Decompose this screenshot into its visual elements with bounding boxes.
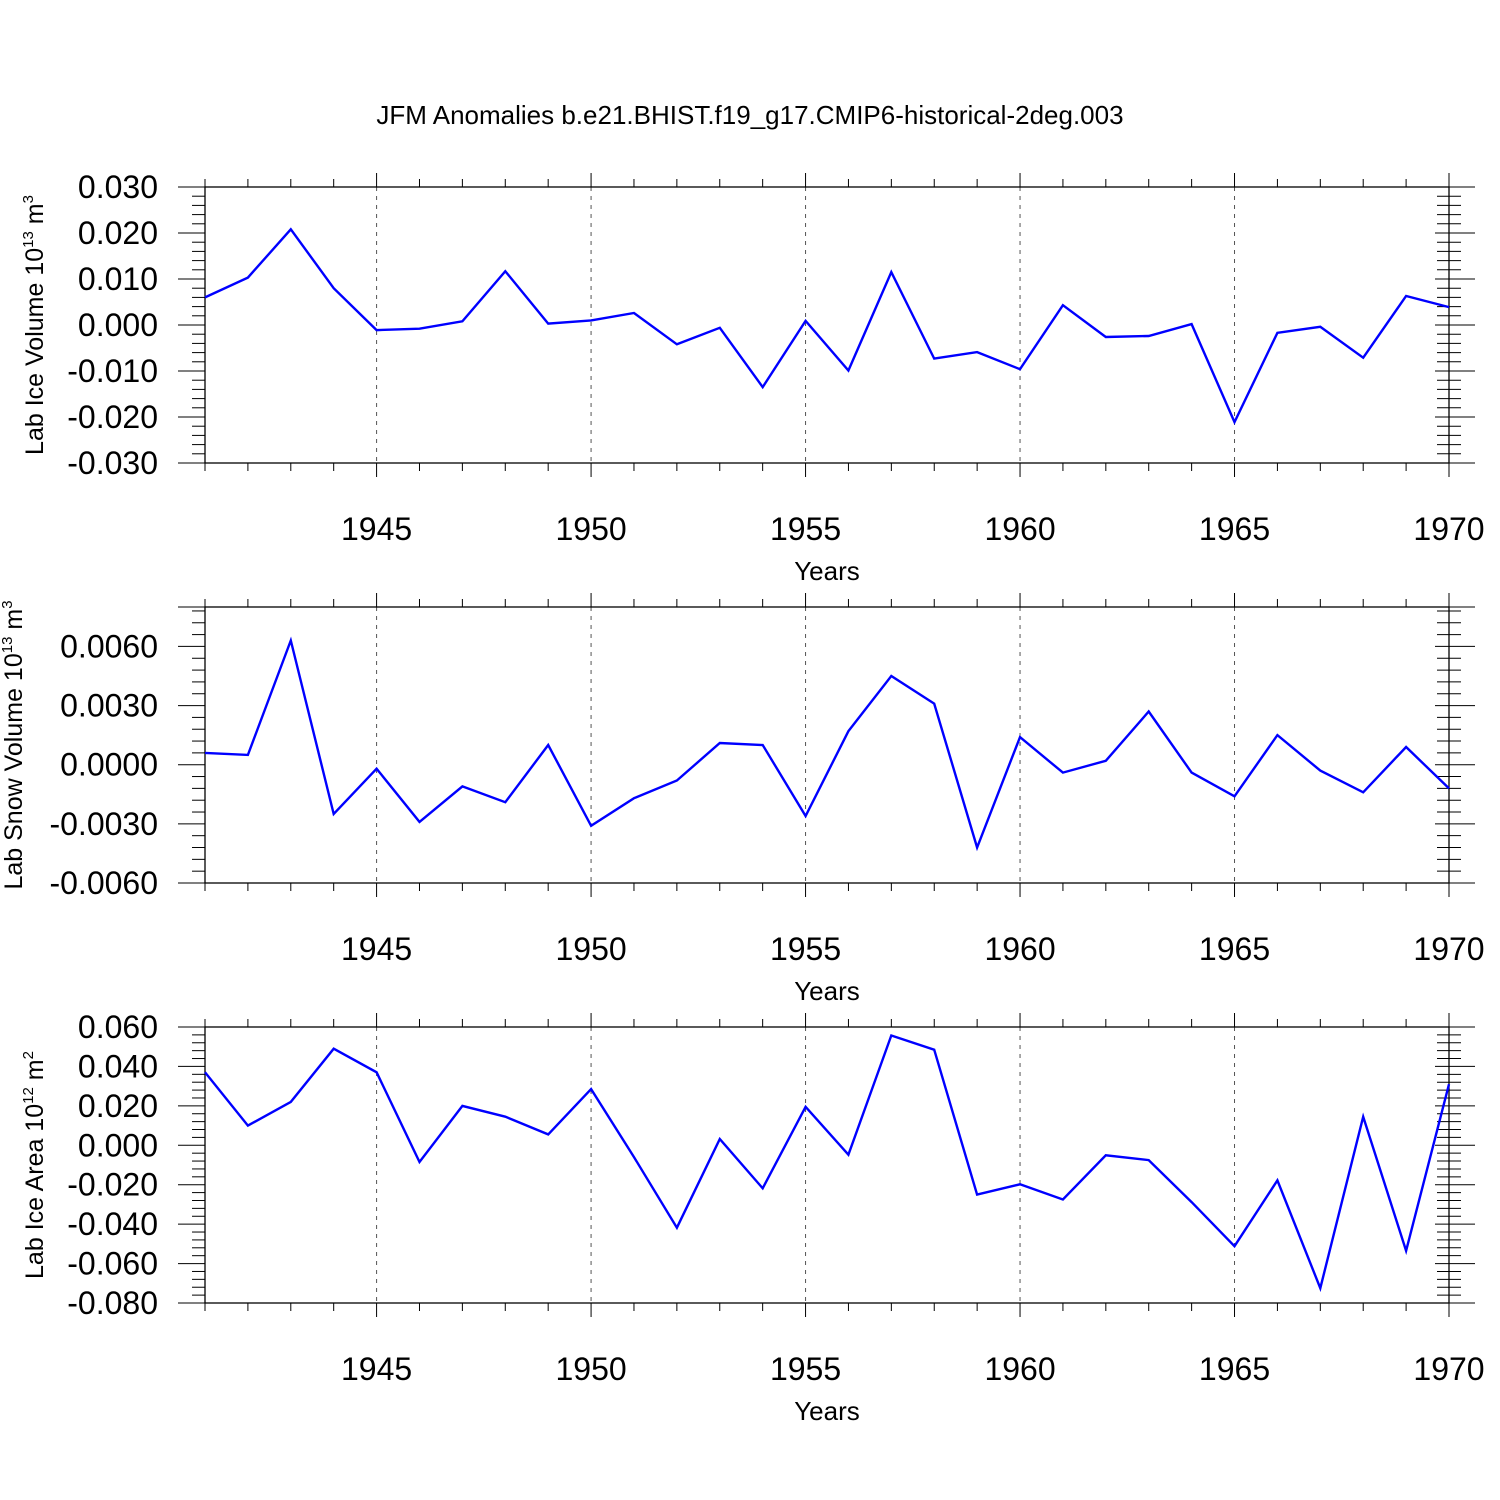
y-tick-label: 0.060 [78, 1009, 158, 1045]
x-tick-label: 1965 [1199, 1351, 1270, 1387]
y-axis-label-unit-exponent: 3 [20, 195, 37, 203]
y-axis-label-unit: m [21, 203, 49, 231]
y-tick-label: 0.0030 [60, 688, 158, 724]
y-tick-label: -0.040 [67, 1206, 158, 1242]
y-axis-label-exponent: 13 [20, 231, 37, 248]
y-axis-label-unit-exponent: 3 [0, 600, 16, 608]
series-line-lab-ice-volume [204, 227, 1450, 425]
y-axis-label-text: Lab Ice Volume 10 [21, 248, 49, 455]
x-tick-label: 1960 [984, 931, 1055, 967]
x-tick-label: 1955 [770, 1351, 841, 1387]
y-axis-label-text: Lab Ice Area 10 [21, 1104, 49, 1279]
x-tick-label: 1965 [1199, 511, 1270, 547]
chart-panel-1: -0.030 -0.020 -0.010 0.000 0.010 0.020 0.030 19… [20, 169, 1485, 586]
chart-panel-2: -0.0060 -0.0030 0.0000 0.0030 0.0060 1945 1950… [0, 593, 1485, 1006]
y-axis-label-unit: m [21, 1059, 49, 1087]
x-tick-label: 1950 [555, 511, 626, 547]
y-tick-label: -0.020 [67, 1167, 158, 1203]
plot-frame [204, 606, 1450, 884]
y-axis-label-unit: m [0, 609, 28, 637]
y-axis-label: Lab Ice Volume 1013 m3 [20, 195, 49, 455]
chart-title: JFM Anomalies b.e21.BHIST.f19_g17.CMIP6-… [376, 100, 1123, 130]
y-tick-label: -0.020 [67, 399, 158, 435]
y-axis-label-unit-exponent: 2 [20, 1051, 37, 1059]
y-tick-label: 0.0060 [60, 628, 158, 664]
x-tick-label: 1955 [770, 931, 841, 967]
x-tick-label: 1965 [1199, 931, 1270, 967]
x-tick-label: 1950 [555, 931, 626, 967]
x-axis-label: Years [794, 556, 860, 586]
series-line-lab-snow-volume [204, 636, 1450, 852]
y-tick-label: 0.040 [78, 1048, 158, 1084]
x-tick-label: 1960 [984, 511, 1055, 547]
chart-panel-3: -0.080-0.060 -0.040-0.020 0.0000.020 0.0400… [20, 1009, 1485, 1426]
y-tick-label: -0.010 [67, 353, 158, 389]
x-tick-label: 1945 [341, 1351, 412, 1387]
y-tick-label: 0.0000 [60, 747, 158, 783]
series-line-lab-ice-area [204, 1033, 1451, 1293]
y-axis-label: Lab Ice Area 1012 m2 [20, 1051, 49, 1279]
x-axis-label: Years [794, 976, 860, 1006]
y-tick-label: 0.030 [78, 169, 158, 205]
y-tick-label: 0.020 [78, 1088, 158, 1124]
x-tick-label: 1960 [984, 1351, 1055, 1387]
x-tick-label: 1955 [770, 511, 841, 547]
x-axis-label: Years [794, 1396, 860, 1426]
y-tick-label: -0.0030 [49, 806, 158, 842]
y-axis-label-text: Lab Snow Volume 10 [0, 653, 28, 889]
plot-frame [204, 1026, 1450, 1304]
y-tick-label: 0.000 [78, 1127, 158, 1163]
x-tick-label: 1945 [341, 511, 412, 547]
y-axis-label: Lab Snow Volume 1013 m3 [0, 600, 28, 889]
y-axis-label-exponent: 13 [0, 637, 16, 654]
y-axis-label-exponent: 12 [20, 1087, 37, 1104]
y-tick-label: 0.000 [78, 307, 158, 343]
panels-container: -0.030 -0.020 -0.010 0.000 0.010 0.020 0.030 19… [0, 169, 1485, 1426]
y-tick-label: -0.0060 [49, 865, 158, 901]
y-tick-label: 0.020 [78, 215, 158, 251]
x-tick-label: 1945 [341, 931, 412, 967]
y-tick-label: -0.080 [67, 1285, 158, 1321]
y-tick-label: 0.010 [78, 261, 158, 297]
x-tick-label: 1970 [1413, 931, 1484, 967]
plot-frame [204, 186, 1450, 464]
x-tick-label: 1950 [555, 1351, 626, 1387]
y-tick-label: -0.060 [67, 1246, 158, 1282]
y-tick-label: -0.030 [67, 445, 158, 481]
x-tick-label: 1970 [1413, 1351, 1484, 1387]
x-tick-label: 1970 [1413, 511, 1484, 547]
